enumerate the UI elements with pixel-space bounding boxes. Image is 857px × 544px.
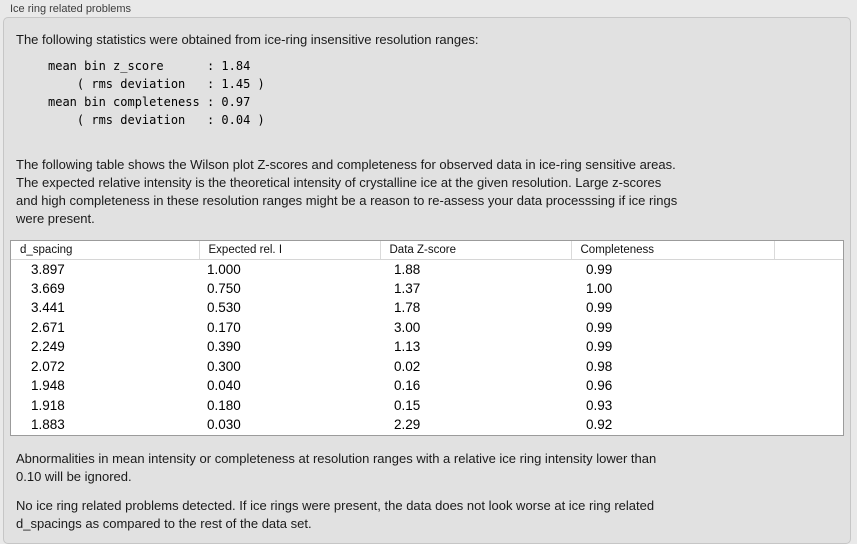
table-cell: 2.671 [31,319,65,335]
table-cell: 1.918 [31,397,65,413]
table-cell [774,396,843,416]
table-cell: 1.883 [31,417,65,433]
table-cell [774,279,843,299]
table-cell [774,298,843,318]
ice-ring-table: d_spacing Expected rel. I Data Z-score Comp… [10,240,844,436]
column-header[interactable]: d_spacing [11,241,200,260]
table-row[interactable]: 2.072 0.300 0.02 0.98 [11,357,843,377]
table-description: The following table shows the Wilson plo… [16,157,678,226]
table-cell: 2.249 [31,339,65,355]
table-row[interactable]: 3.441 0.530 1.78 0.99 [11,298,843,318]
table-cell: 0.99 [586,300,613,316]
table-cell: 3.441 [31,300,65,316]
ice-ring-panel: The following statistics were obtained f… [3,17,851,544]
table-row[interactable]: 3.897 1.000 1.88 0.99 [11,259,843,279]
table-cell: 2.29 [394,417,421,433]
table-row[interactable]: 2.249 0.390 1.13 0.99 [11,337,843,357]
table-row[interactable]: 1.883 0.030 2.29 0.92 [11,415,843,435]
table-cell: 3.00 [394,319,421,335]
table-cell: 0.99 [586,261,613,277]
column-header[interactable]: Data Z-score [380,241,572,260]
table-cell: 0.92 [586,417,613,433]
table-cell: 3.897 [31,261,65,277]
column-header[interactable] [774,241,843,260]
table-row[interactable]: 3.669 0.750 1.37 1.00 [11,279,843,299]
table-cell: 0.98 [586,358,613,374]
table-cell: 0.530 [207,300,241,316]
table-cell: 0.16 [394,378,421,394]
table-cell: 1.00 [586,280,613,296]
table-cell: 0.99 [586,339,613,355]
intro-text: The following statistics were obtained f… [16,32,479,47]
table-cell: 0.180 [207,397,241,413]
table-cell [774,259,843,279]
table-cell: 0.750 [207,280,241,296]
table-cell: 1.000 [207,261,241,277]
column-header[interactable]: Completeness [571,241,775,260]
table-cell: 0.99 [586,319,613,335]
table-cell [774,376,843,396]
table-cell [774,337,843,357]
table-cell [774,318,843,338]
table-cell: 0.170 [207,319,241,335]
table-cell: 1.948 [31,378,65,394]
table-body: 3.897 1.000 1.88 0.99 3.669 0.750 1.37 1.00 3.44… [11,259,843,435]
table-cell: 0.040 [207,378,241,394]
column-header[interactable]: Expected rel. I [199,241,381,260]
table-header-row: d_spacing Expected rel. I Data Z-score Comp… [11,241,843,260]
table-cell: 0.15 [394,397,421,413]
panel-title: Ice ring related problems [10,3,132,15]
table-cell: 0.390 [207,339,241,355]
stats-block: mean bin z_score : 1.84 ( rms deviation … [48,59,265,127]
table-cell: 3.669 [31,280,65,296]
table-cell [774,415,843,435]
ignore-note-text: Abnormalities in mean intensity or compl… [16,450,657,484]
table-cell: 0.030 [207,417,241,433]
table-cell: 0.96 [586,378,613,394]
table-cell: 1.88 [394,261,421,277]
table-cell: 1.37 [394,280,421,296]
table-cell: 1.13 [394,339,421,355]
table-cell: 0.93 [586,397,613,413]
table-cell: 2.072 [31,358,65,374]
table-row[interactable]: 2.671 0.170 3.00 0.99 [11,318,843,338]
conclusion-text: No ice ring related problems detected. I… [16,497,655,531]
table-row[interactable]: 1.918 0.180 0.15 0.93 [11,396,843,416]
table-cell: 0.02 [394,358,421,374]
table-cell: 0.300 [207,358,241,374]
table-cell [774,357,843,377]
table-cell: 1.78 [394,300,421,316]
table-row[interactable]: 1.948 0.040 0.16 0.96 [11,376,843,396]
